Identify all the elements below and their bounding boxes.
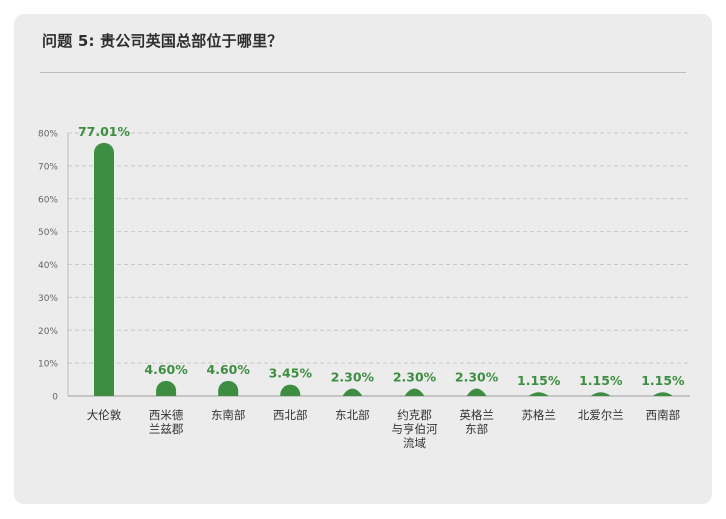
value-label: 1.15% bbox=[641, 373, 685, 388]
x-tick-label: 苏格兰 bbox=[521, 408, 556, 422]
bar bbox=[94, 142, 114, 396]
value-label: 2.30% bbox=[393, 369, 437, 384]
bar bbox=[466, 388, 487, 396]
x-tick-label: 西北部 bbox=[273, 408, 308, 422]
value-label: 2.30% bbox=[331, 369, 375, 384]
bar bbox=[342, 388, 363, 396]
bar bbox=[218, 380, 239, 396]
y-tick-label: 0 bbox=[52, 393, 58, 403]
value-label: 3.45% bbox=[269, 366, 313, 381]
x-tick-label: 西米德 兰兹郡 bbox=[148, 408, 184, 436]
value-label: 1.15% bbox=[517, 373, 561, 388]
y-tick-label: 50% bbox=[38, 228, 58, 238]
x-tick-label: 东南部 bbox=[210, 408, 246, 422]
bar bbox=[404, 388, 425, 396]
y-tick-label: 10% bbox=[38, 360, 58, 370]
grid-lines bbox=[67, 132, 690, 397]
value-label: 4.60% bbox=[144, 362, 188, 377]
y-tick-label: 60% bbox=[38, 195, 58, 205]
value-label: 4.60% bbox=[207, 362, 251, 377]
x-tick-label: 西南部 bbox=[645, 408, 681, 422]
value-label: 2.30% bbox=[455, 369, 499, 384]
value-labels: 77.01% 4.60% 4.60% 3.45% 2.30% 2.30% 2.30% 1.15… bbox=[78, 124, 685, 388]
bar bbox=[156, 380, 177, 396]
x-tick-label: 英格兰 东部 bbox=[459, 408, 494, 436]
y-tick-label: 20% bbox=[38, 327, 58, 337]
bar bbox=[528, 392, 549, 396]
chart-title: 问题 5: 贵公司英国总部位于哪里？ bbox=[42, 32, 283, 50]
y-tick-label: 30% bbox=[38, 294, 58, 304]
title-divider bbox=[40, 72, 686, 73]
y-axis-ticks: 0 10% 20% 30% 40% 50% 60% 70% 80% bbox=[38, 130, 58, 403]
value-label: 1.15% bbox=[579, 373, 623, 388]
y-tick-label: 40% bbox=[38, 261, 58, 271]
x-tick-label: 北爱尔兰 bbox=[577, 408, 624, 422]
bar bbox=[652, 392, 673, 396]
x-tick-label: 东北部 bbox=[335, 408, 370, 422]
value-label: 77.01% bbox=[78, 124, 131, 139]
bar bbox=[590, 392, 611, 396]
y-tick-label: 80% bbox=[38, 130, 58, 140]
y-tick-label: 70% bbox=[38, 162, 58, 172]
x-tick-label: 大伦敦 bbox=[86, 408, 122, 422]
chart-card: 问题 5: 贵公司英国总部位于哪里？ bbox=[14, 14, 712, 504]
bars bbox=[94, 142, 673, 396]
bar bbox=[280, 384, 301, 396]
x-tick-label: 约克郡 与亨伯河 流域 bbox=[391, 408, 438, 450]
